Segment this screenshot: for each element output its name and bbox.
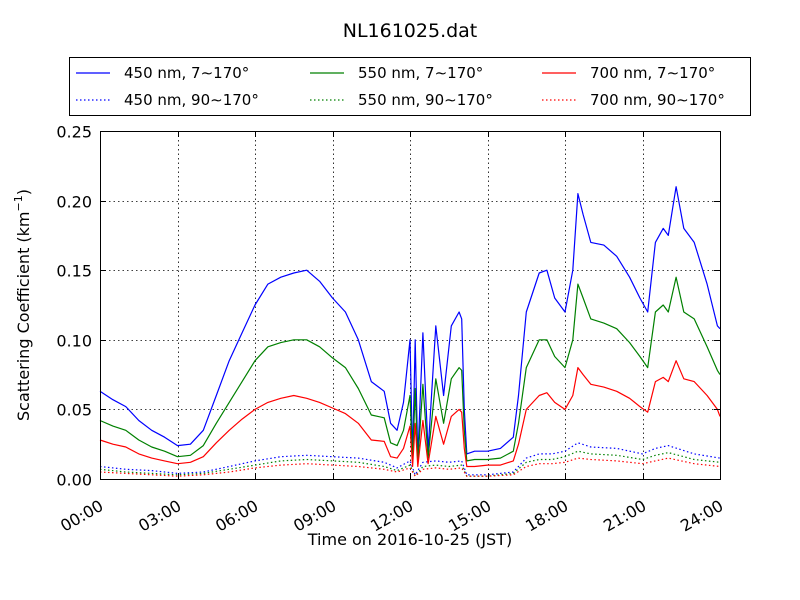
y-tick-label: 0.10 [56,332,92,351]
series-line-3 [99,442,721,476]
y-axis-label-main: Scattering Coefficient (km [14,211,33,421]
legend-label: 550 nm, 7∼170° [358,64,483,82]
legend-label: 700 nm, 90∼170° [590,91,725,109]
legend-label: 550 nm, 90∼170° [358,91,493,109]
y-tick-label: 0.20 [56,193,92,212]
legend-label: 450 nm, 7∼170° [124,64,249,82]
series-line-2 [99,360,721,468]
plot-area [99,186,721,477]
y-tick-label: 0.25 [56,123,92,142]
series-line-5 [99,457,721,477]
legend-box [69,57,751,116]
y-axis-label: Scattering Coefficient (km−1) [12,189,33,421]
y-tick-label: 0.15 [56,262,92,281]
y-tick-label: 0.00 [56,471,92,490]
series-line-1 [99,276,721,463]
y-axis-label-close: ) [14,189,33,195]
legend: 450 nm, 7∼170° 550 nm, 7∼170° 700 nm, 7∼17… [69,57,751,116]
chart-title: NL161025.dat [343,20,478,42]
legend-label: 700 nm, 7∼170° [590,64,715,82]
series-line-4 [99,450,721,477]
legend-label: 450 nm, 90∼170° [124,91,259,109]
series-line-0 [99,186,721,459]
x-axis-label: Time on 2016-10-25 (JST) [307,530,512,549]
y-axis-label-sup: −1 [12,195,25,211]
y-tick-label: 0.05 [56,401,92,420]
y-axis: 0.00 0.05 0.10 0.15 0.20 0.25 [56,123,720,490]
